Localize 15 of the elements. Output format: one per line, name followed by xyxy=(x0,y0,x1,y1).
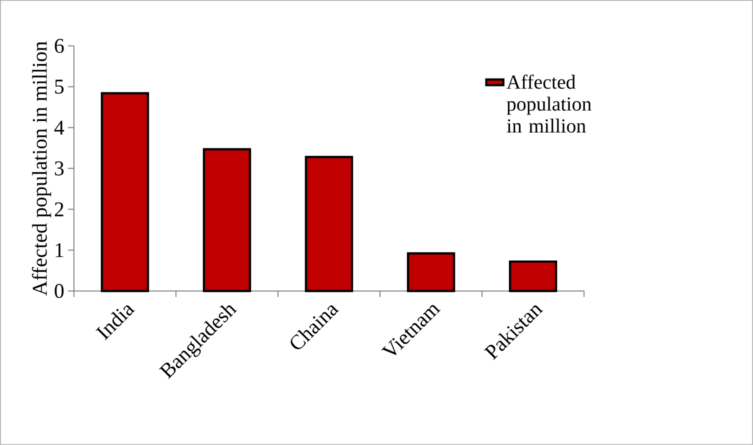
y-tick-label: 5 xyxy=(55,80,64,94)
y-tick-label: 6 xyxy=(54,38,64,53)
y-tick-label: 4 xyxy=(54,120,64,135)
legend-label: Affected population in million xyxy=(506,74,592,133)
bar xyxy=(100,92,150,292)
bar xyxy=(508,260,558,292)
y-tick-label: 1 xyxy=(56,243,64,258)
y-tick-label: 3 xyxy=(54,161,64,176)
y-axis-title: Affected population in million xyxy=(32,41,52,296)
bar xyxy=(406,252,456,292)
bar xyxy=(304,156,354,292)
y-tick-label: 0 xyxy=(54,284,64,298)
x-tick-label: India xyxy=(96,305,135,340)
y-tick-label: 2 xyxy=(54,202,64,216)
bar xyxy=(202,148,252,292)
